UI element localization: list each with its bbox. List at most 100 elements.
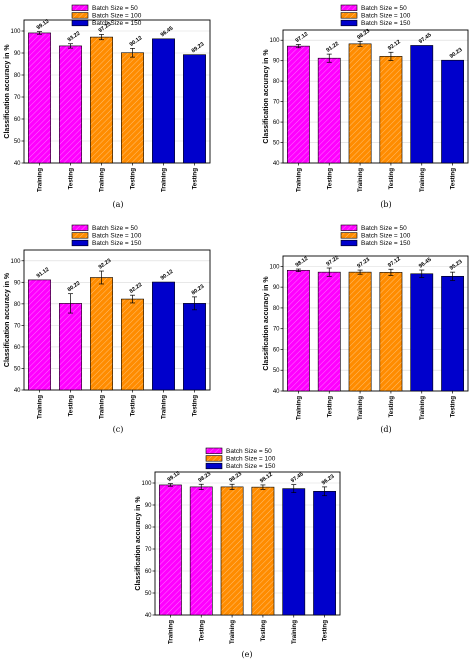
y-tick-label: 90 bbox=[273, 285, 280, 291]
y-tick-label: 100 bbox=[141, 481, 152, 487]
plot-frame bbox=[23, 19, 211, 164]
legend-label: Batch Size = 50 bbox=[361, 5, 407, 12]
y-tick-label: 70 bbox=[273, 327, 280, 333]
chart-panel: 40 50 60 70 80 90 100 Classification accuracy i… bbox=[135, 447, 341, 659]
y-axis-label: Classification accuracy in % bbox=[263, 49, 270, 144]
panel-label: (d) bbox=[380, 425, 391, 434]
x-tick-label: Testing bbox=[326, 168, 333, 190]
bar bbox=[183, 303, 206, 391]
data-label: 90.23 bbox=[449, 47, 464, 60]
y-tick-label: 60 bbox=[14, 345, 21, 351]
chart-panel: 40 50 60 70 80 90 100 Classification accuracy i… bbox=[263, 4, 469, 209]
legend-label: Batch Size = 100 bbox=[361, 13, 411, 20]
y-tick-label: 90 bbox=[145, 503, 152, 509]
bar bbox=[287, 269, 310, 392]
x-tick-label: Training bbox=[167, 620, 174, 644]
bar bbox=[90, 36, 113, 164]
data-label: 96.23 bbox=[321, 474, 336, 487]
bar bbox=[59, 303, 82, 391]
y-tick-label: 100 bbox=[269, 264, 280, 270]
data-label: 97.45 bbox=[418, 32, 433, 45]
bar bbox=[121, 298, 144, 391]
y-tick-label: 50 bbox=[14, 366, 21, 372]
bar bbox=[317, 57, 341, 164]
y-tick-label: 80 bbox=[14, 73, 21, 79]
y-tick-label: 90 bbox=[273, 59, 280, 65]
bar bbox=[152, 38, 175, 164]
y-tick-label: 50 bbox=[273, 368, 280, 374]
bar bbox=[90, 277, 113, 391]
data-label: 90.12 bbox=[129, 35, 144, 48]
data-label: 96.45 bbox=[418, 257, 433, 270]
x-tick-label: Training bbox=[419, 396, 426, 420]
y-axis-label: Classification accuracy in % bbox=[4, 272, 11, 367]
data-label: 90.12 bbox=[160, 269, 175, 282]
y-tick-label: 60 bbox=[145, 569, 152, 575]
x-tick-label: Training bbox=[161, 395, 168, 419]
legend-swatch bbox=[340, 224, 358, 231]
data-label: 92.12 bbox=[387, 39, 402, 52]
data-label: 92.23 bbox=[98, 258, 113, 271]
bar bbox=[152, 281, 175, 391]
legend-swatch bbox=[340, 12, 358, 19]
x-tick-label: Testing bbox=[192, 395, 199, 417]
bar bbox=[251, 486, 275, 616]
data-label: 96.45 bbox=[160, 26, 175, 39]
x-tick-label: Testing bbox=[388, 396, 395, 418]
data-label: 89.23 bbox=[191, 42, 206, 55]
y-tick-label: 70 bbox=[145, 547, 152, 553]
data-label: 98.23 bbox=[228, 471, 243, 484]
legend-label: Batch Size = 50 bbox=[226, 448, 272, 455]
legend-swatch bbox=[71, 12, 89, 19]
y-tick-label: 70 bbox=[14, 95, 21, 101]
bar bbox=[379, 272, 403, 392]
chart-panel: 40 50 60 70 80 90 100 Classification accuracy i… bbox=[263, 224, 469, 434]
bar bbox=[410, 273, 434, 392]
data-label: 98.12 bbox=[259, 472, 274, 485]
legend-label: Batch Size = 150 bbox=[361, 20, 411, 27]
y-tick-label: 80 bbox=[273, 79, 280, 85]
x-tick-label: Testing bbox=[192, 168, 199, 190]
x-tick-label: Training bbox=[295, 168, 302, 192]
x-tick-label: Testing bbox=[130, 395, 137, 417]
legend-label: Batch Size = 50 bbox=[92, 5, 138, 12]
legend-swatch bbox=[205, 447, 223, 454]
panel-label: (a) bbox=[112, 200, 123, 209]
bar bbox=[28, 32, 51, 164]
x-tick-label: Testing bbox=[450, 168, 457, 190]
data-label: 98.23 bbox=[197, 471, 212, 484]
x-tick-label: Testing bbox=[260, 620, 267, 642]
x-tick-label: Testing bbox=[130, 168, 137, 190]
bar bbox=[441, 59, 464, 164]
data-label: 97.45 bbox=[290, 471, 305, 484]
legend-swatch bbox=[71, 239, 89, 247]
x-tick-label: Training bbox=[229, 620, 236, 644]
panel-label: (b) bbox=[380, 200, 391, 209]
data-label: 80.23 bbox=[191, 284, 206, 297]
x-tick-label: Training bbox=[99, 395, 106, 419]
legend-label: Batch Size = 150 bbox=[92, 240, 142, 247]
x-tick-label: Testing bbox=[326, 396, 333, 418]
y-tick-label: 100 bbox=[10, 29, 21, 35]
y-tick-label: 80 bbox=[273, 306, 280, 312]
data-label: 97.22 bbox=[325, 255, 340, 268]
data-label: 91.22 bbox=[325, 41, 340, 54]
y-tick-label: 100 bbox=[10, 259, 21, 265]
x-tick-label: Testing bbox=[68, 168, 75, 190]
legend-swatch bbox=[71, 232, 89, 239]
data-label: 95.23 bbox=[449, 259, 464, 272]
chart-panel: 40 50 60 70 80 90 100 Classification accuracy i… bbox=[4, 224, 211, 434]
y-tick-label: 40 bbox=[14, 161, 21, 167]
data-label: 97.12 bbox=[387, 256, 402, 269]
plot-frame bbox=[154, 471, 341, 616]
x-tick-label: Training bbox=[37, 168, 44, 192]
legend-swatch bbox=[71, 19, 89, 27]
chart-panel: 40 50 60 70 80 90 100 Classification accuracy i… bbox=[4, 4, 211, 209]
x-tick-label: Testing bbox=[198, 620, 205, 642]
legend-swatch bbox=[340, 4, 358, 11]
y-tick-label: 40 bbox=[14, 388, 21, 394]
bar bbox=[317, 271, 341, 392]
y-tick-label: 40 bbox=[145, 613, 152, 619]
legend-swatch bbox=[340, 19, 358, 27]
